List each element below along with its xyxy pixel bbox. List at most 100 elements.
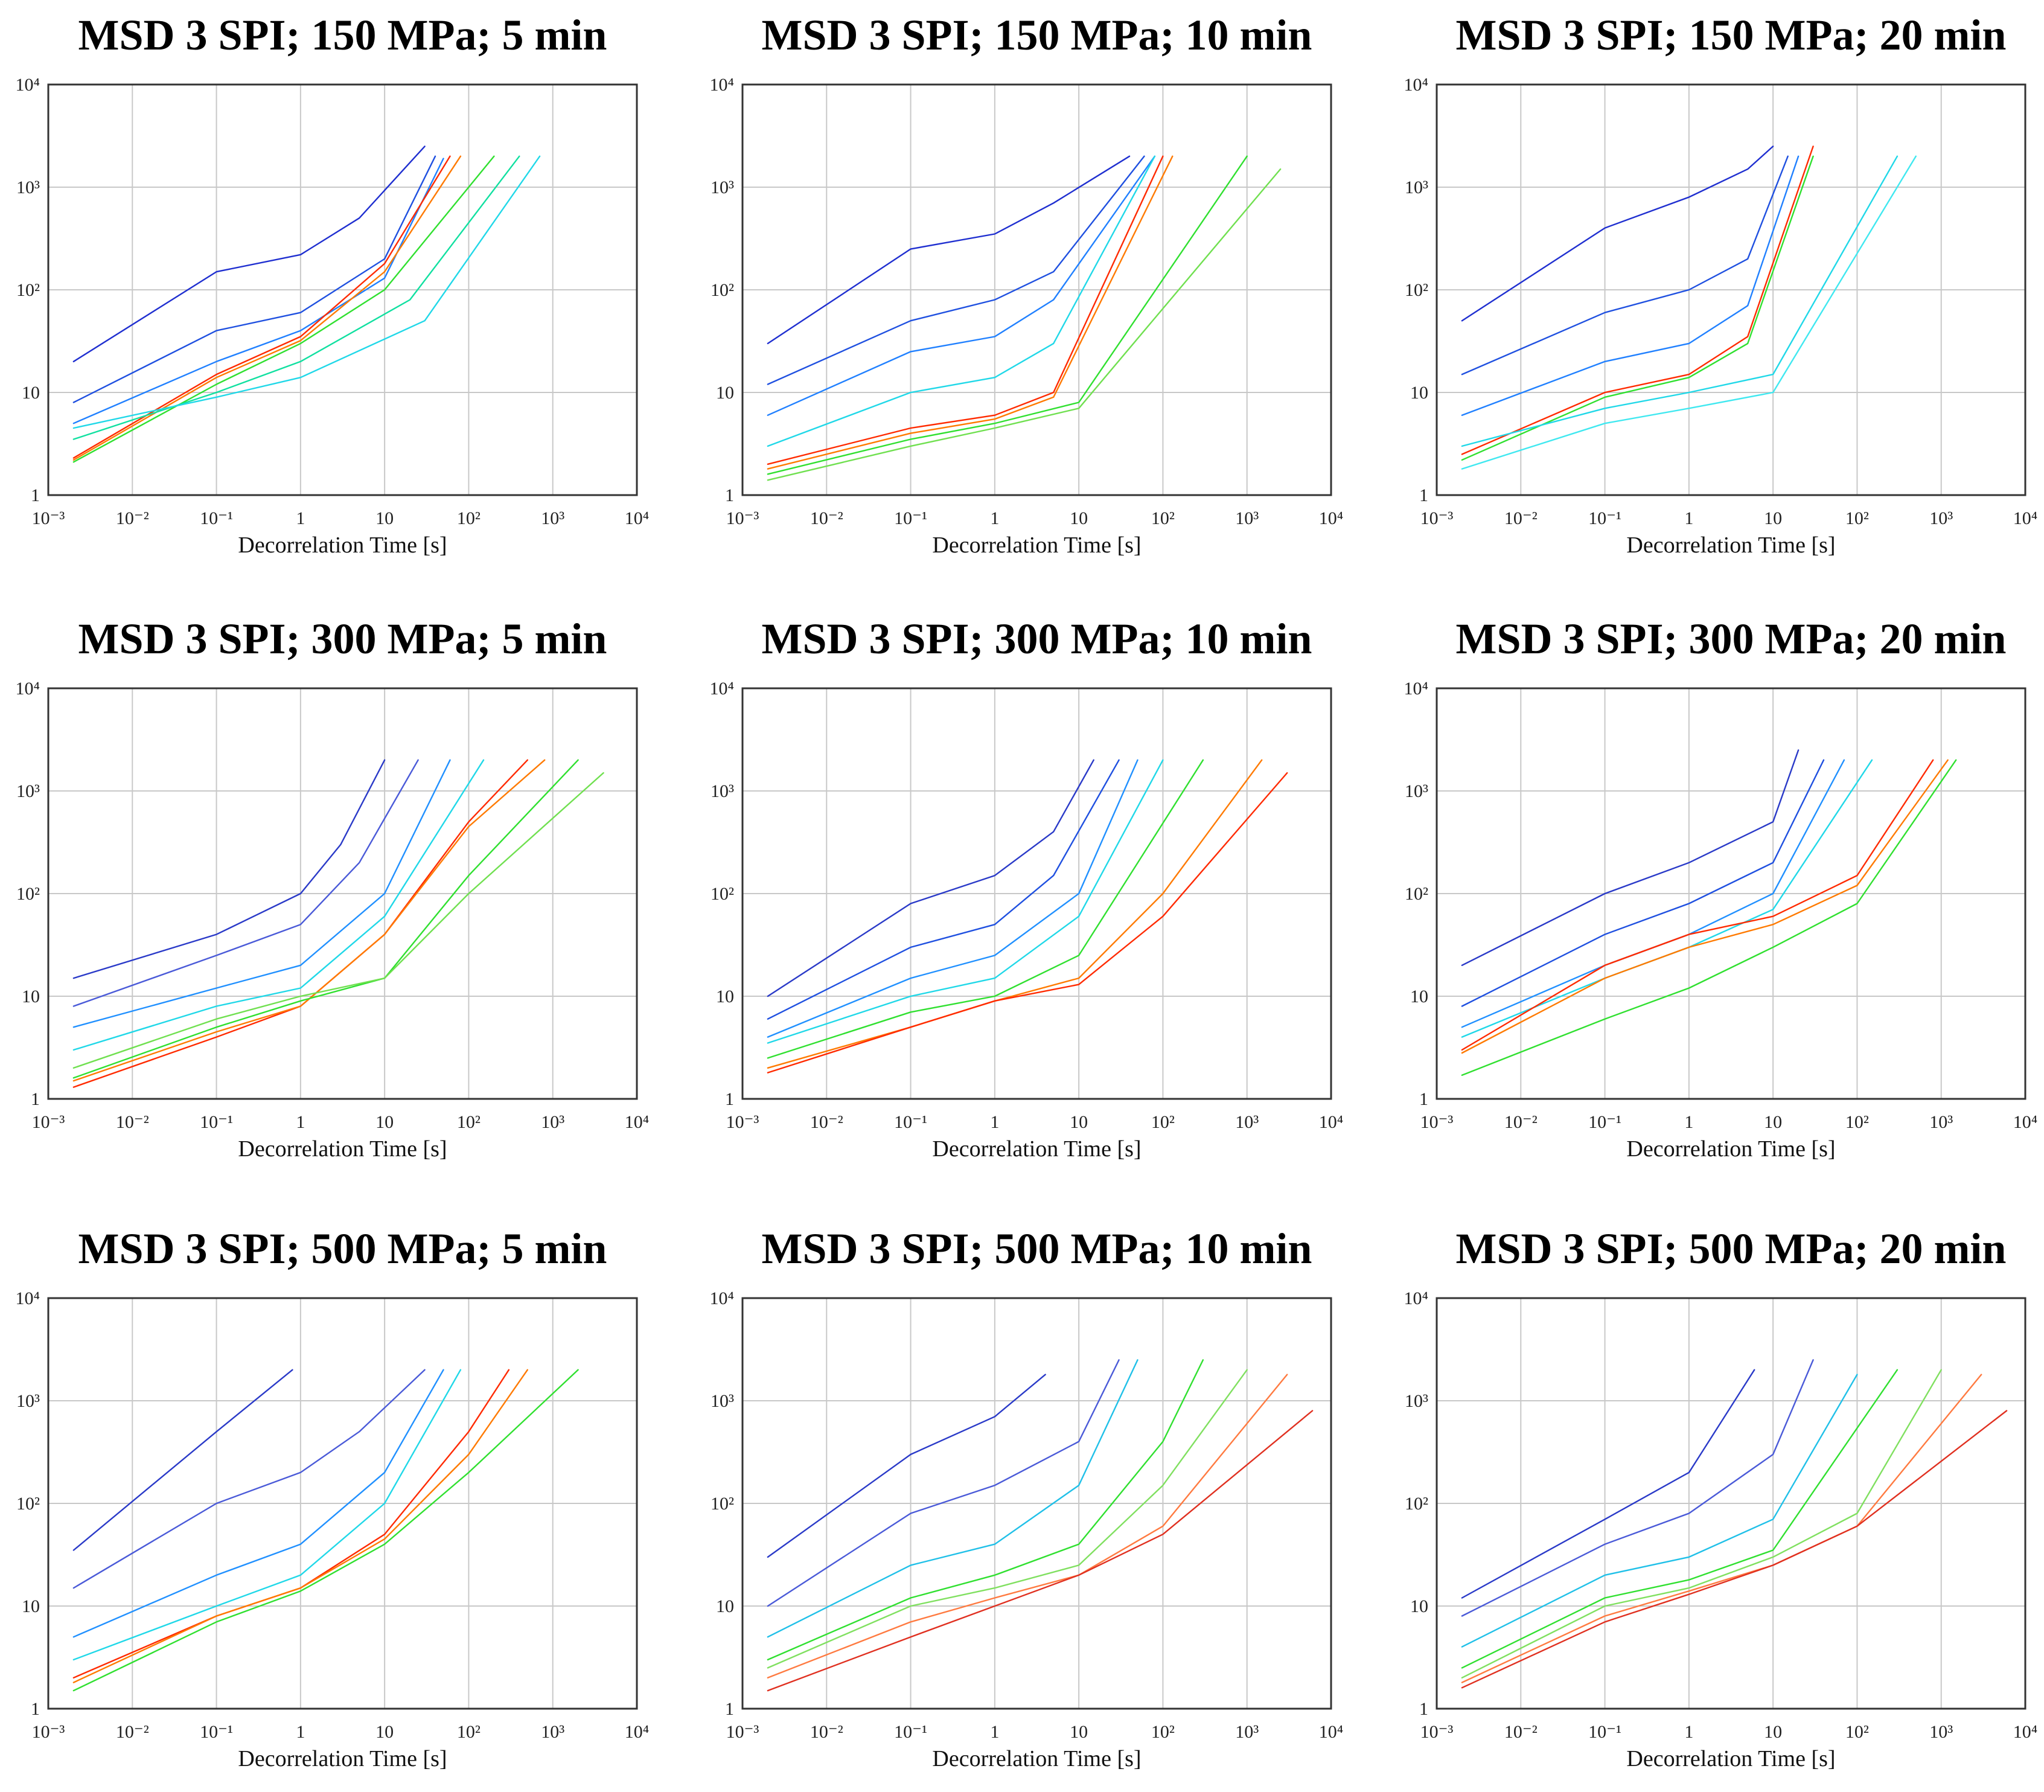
y-tick-label: 1 — [1419, 485, 1428, 505]
msd-panel: MSD 3 SPI; 150 MPa; 10 min 10⁻³ 10⁻² 10⁻¹ 1 1… — [710, 11, 1344, 558]
x-axis-label: Decorrelation Time [s] — [238, 533, 447, 558]
y-tick-label: 10 — [22, 1596, 40, 1616]
x-tick-label: 10⁻² — [116, 1722, 149, 1742]
x-tick-label: 10³ — [541, 1722, 564, 1742]
x-tick-label: 10² — [1845, 1722, 1869, 1742]
msd-curve — [1461, 1374, 1858, 1648]
msd-curve — [72, 155, 462, 461]
x-tick-label: 10⁻² — [1504, 1112, 1538, 1132]
msd-curve — [1461, 155, 1789, 376]
msd-curve — [72, 759, 546, 1082]
msd-curve — [767, 759, 1094, 997]
x-axis-label: Decorrelation Time [s] — [1626, 1746, 1835, 1771]
x-axis-label: Decorrelation Time [s] — [932, 533, 1141, 558]
y-tick-label: 10³ — [16, 1391, 40, 1411]
msd-curve — [1461, 1359, 1814, 1617]
msd-curve — [767, 759, 1204, 1059]
y-tick-label: 10² — [711, 280, 734, 300]
y-tick-label: 10⁴ — [710, 1288, 734, 1308]
y-tick-label: 1 — [725, 485, 734, 505]
msd-curve — [1461, 155, 1814, 461]
msd-curve — [72, 759, 485, 1051]
msd-curve — [1461, 759, 1957, 1077]
x-tick-label: 10⁻² — [116, 508, 149, 528]
msd-curve — [1461, 1369, 1899, 1669]
x-tick-label: 10 — [1070, 1112, 1088, 1132]
y-tick-label: 10² — [16, 1494, 40, 1514]
plot-frame — [741, 1297, 1332, 1710]
plot-frame — [47, 687, 638, 1100]
msd-curve — [1461, 146, 1814, 455]
x-tick-label: 10⁻¹ — [1588, 1112, 1621, 1132]
x-tick-label: 10⁻¹ — [894, 1112, 927, 1132]
x-axis-label: Decorrelation Time [s] — [932, 1746, 1141, 1771]
x-tick-label: 10⁴ — [1319, 1112, 1343, 1132]
msd-panel: MSD 3 SPI; 500 MPa; 10 min 10⁻³ 10⁻² 10⁻¹ 1 1… — [710, 1224, 1344, 1771]
x-tick-label: 10³ — [1929, 1722, 1953, 1742]
x-tick-label: 10⁻³ — [726, 1722, 759, 1742]
x-tick-label: 10⁻¹ — [200, 508, 233, 528]
x-tick-label: 10⁻¹ — [1588, 1722, 1621, 1742]
y-tick-label: 10⁴ — [1404, 679, 1428, 699]
msd-curve — [72, 759, 419, 1007]
y-tick-label: 10² — [16, 280, 40, 300]
x-tick-label: 10³ — [541, 1112, 564, 1132]
x-tick-label: 10 — [1070, 1722, 1088, 1742]
x-axis-label: Decorrelation Time [s] — [932, 1136, 1141, 1162]
msd-curve — [767, 1359, 1120, 1607]
msd-curve — [1461, 759, 1934, 1051]
y-tick-label: 10⁴ — [1404, 1288, 1428, 1308]
msd-curve — [767, 155, 1145, 385]
msd-curve — [72, 155, 451, 459]
msd-panel: MSD 3 SPI; 500 MPa; 20 min 10⁻³ 10⁻² 10⁻¹ 1 1… — [1404, 1224, 2038, 1771]
x-tick-label: 10 — [1764, 1112, 1782, 1132]
msd-curve — [72, 155, 541, 429]
x-tick-label: 10⁻² — [810, 508, 843, 528]
y-tick-label: 10² — [16, 884, 40, 904]
y-tick-label: 1 — [725, 1699, 734, 1719]
y-tick-label: 10 — [716, 987, 734, 1006]
x-axis-label: Decorrelation Time [s] — [238, 1136, 447, 1162]
msd-curve — [767, 155, 1174, 470]
panel-title: MSD 3 SPI; 500 MPa; 5 min — [78, 1224, 607, 1273]
msd-curve — [1461, 759, 1949, 1054]
x-tick-label: 10⁴ — [2013, 1112, 2037, 1132]
x-tick-label: 1 — [990, 1722, 999, 1742]
msd-curve — [1461, 1410, 2008, 1689]
y-tick-label: 10³ — [1405, 178, 1428, 197]
msd-curve — [767, 1359, 1204, 1661]
msd-curve — [72, 1369, 579, 1692]
x-tick-label: 10⁻¹ — [1588, 508, 1621, 528]
x-tick-label: 10² — [457, 1112, 481, 1132]
x-tick-label: 10² — [1845, 1112, 1869, 1132]
x-tick-label: 10³ — [541, 508, 564, 528]
x-tick-label: 10⁻³ — [1420, 508, 1454, 528]
msd-curve — [1461, 1374, 1982, 1683]
y-tick-label: 1 — [1419, 1699, 1428, 1719]
msd-curve — [767, 759, 1139, 1038]
msd-curve — [1461, 155, 1800, 416]
y-tick-label: 1 — [1419, 1089, 1428, 1109]
y-tick-label: 10 — [716, 383, 734, 403]
y-tick-label: 10² — [1405, 1494, 1428, 1514]
y-tick-label: 10⁴ — [16, 75, 40, 95]
msd-panel: MSD 3 SPI; 300 MPa; 5 min 10⁻³ 10⁻² 10⁻¹ 1 10… — [16, 615, 650, 1162]
y-tick-label: 10 — [1410, 383, 1428, 403]
msd-curve — [767, 759, 1164, 1044]
msd-curve — [72, 155, 495, 463]
msd-curve — [1461, 749, 1800, 967]
y-tick-label: 10² — [1405, 280, 1428, 300]
x-tick-label: 10² — [1151, 1112, 1175, 1132]
x-tick-label: 10⁴ — [2013, 508, 2037, 528]
msd-curve — [1461, 146, 1774, 322]
y-tick-label: 10⁴ — [16, 1288, 40, 1308]
x-tick-label: 10⁴ — [2013, 1722, 2037, 1742]
msd-curve — [72, 155, 520, 440]
panel-title: MSD 3 SPI; 150 MPa; 5 min — [78, 11, 607, 59]
plot-frame — [47, 83, 638, 496]
y-tick-label: 1 — [725, 1089, 734, 1109]
msd-curve — [767, 155, 1156, 447]
panel-title: MSD 3 SPI; 150 MPa; 20 min — [1456, 11, 2007, 59]
panel-title: MSD 3 SPI; 500 MPa; 20 min — [1456, 1224, 2007, 1273]
x-tick-label: 10⁻² — [810, 1112, 843, 1132]
